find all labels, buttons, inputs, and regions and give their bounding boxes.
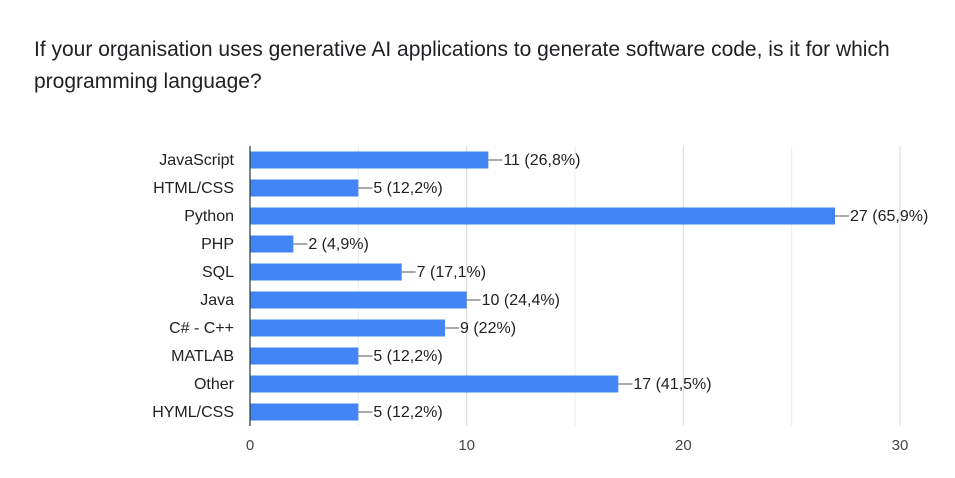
bar [250,375,619,393]
bar [250,291,467,309]
data-labels: 11 (26,8%) 5 (12,2%) 27 (65,9%) 2 (4,9%) 7 (… [293,152,928,421]
bar [250,403,359,421]
category-label: Python [184,208,234,225]
x-tick-label: 0 [246,437,254,454]
category-label: HYML/CSS [152,404,234,421]
data-label: 9 (22%) [460,320,516,337]
category-label: Java [200,292,234,309]
data-label: 17 (41,5%) [633,376,711,393]
data-label: 10 (24,4%) [482,292,560,309]
data-label: 5 (12,2%) [373,180,442,197]
category-label: JavaScript [159,152,234,169]
data-label: 7 (17,1%) [417,264,486,281]
category-label: PHP [201,236,234,253]
x-tick-label: 30 [892,437,909,454]
data-label: 11 (26,8%) [503,152,580,169]
bar [250,319,445,337]
category-label: Other [194,376,235,393]
category-label: C# - C++ [169,320,234,337]
x-tick-label: 20 [675,437,692,454]
data-label: 5 (12,2%) [373,404,442,421]
bars [250,151,835,421]
x-tick-labels: 0 10 20 30 [246,437,909,454]
category-label: HTML/CSS [153,180,234,197]
bar [250,151,489,169]
data-label: 5 (12,2%) [373,348,442,365]
question-title: If your organisation uses generative AI … [34,38,890,93]
category-labels: JavaScript HTML/CSS Python PHP SQL Java C# - C… [152,152,234,421]
bar [250,207,835,225]
bar [250,179,359,197]
category-label: MATLAB [171,348,234,365]
data-label: 27 (65,9%) [850,208,928,225]
data-label: 2 (4,9%) [308,236,368,253]
x-tick-label: 10 [458,437,475,454]
bar [250,347,359,365]
category-label: SQL [202,264,234,281]
bar [250,235,294,253]
bar [250,263,402,281]
